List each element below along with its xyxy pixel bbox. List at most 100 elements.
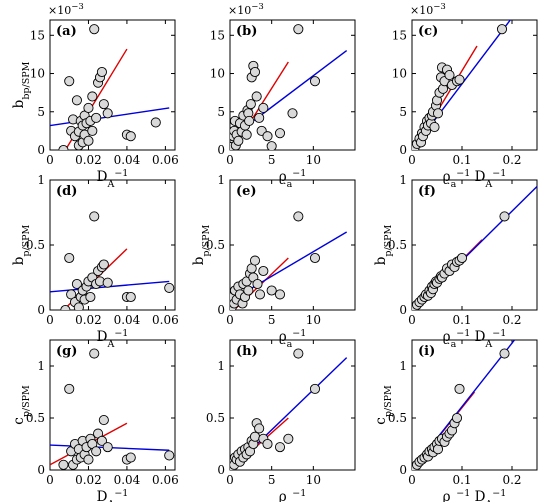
data-point bbox=[451, 412, 463, 424]
axes-box bbox=[49, 339, 176, 471]
x-tick-label: 0.02 bbox=[75, 473, 102, 487]
y-tick-label: 0.5 bbox=[206, 238, 225, 252]
y-tick-label: 15 bbox=[210, 28, 225, 42]
y-tick-label: 0 bbox=[37, 143, 45, 157]
data-point bbox=[309, 76, 321, 87]
panel-g: 0 0.02 0.04 0.06 0 0.5 1 (g) DA−1 cp/SPM bbox=[11, 339, 179, 502]
x-tick-label: 0.02 bbox=[75, 153, 102, 167]
y-tick-label: 10 bbox=[210, 67, 225, 81]
data-point bbox=[429, 122, 440, 133]
data-point bbox=[287, 108, 298, 119]
axes-box bbox=[411, 339, 538, 471]
panel-label: (a) bbox=[56, 24, 77, 39]
data-point bbox=[64, 383, 75, 394]
x-tick-label: 0.1 bbox=[452, 313, 471, 327]
axes-box bbox=[229, 339, 356, 471]
y-multiplier: ×10−3 bbox=[48, 2, 84, 17]
data-point bbox=[252, 278, 263, 290]
y-tick-label: 1 bbox=[217, 359, 225, 373]
data-point bbox=[251, 91, 262, 102]
x-axis-label: DA−1 bbox=[97, 328, 129, 350]
x-axis-label: DA−1 bbox=[97, 168, 129, 190]
panel-label: (i) bbox=[418, 344, 435, 359]
x-tick-label: 10 bbox=[306, 313, 321, 327]
data-point bbox=[499, 348, 510, 359]
data-point bbox=[164, 450, 175, 461]
y-tick-label: 1 bbox=[37, 173, 45, 187]
x-axis-label: DA−1 bbox=[97, 488, 129, 502]
data-point bbox=[125, 291, 136, 303]
data-point bbox=[274, 442, 286, 453]
x-tick-label: 10 bbox=[306, 153, 321, 167]
data-point bbox=[258, 265, 269, 277]
data-point bbox=[125, 452, 136, 463]
axes-box bbox=[49, 19, 176, 151]
y-axis-label: cp/SPM bbox=[373, 385, 394, 425]
data-point bbox=[64, 252, 75, 264]
data-point bbox=[432, 444, 444, 455]
x-tick-label: 0.1 bbox=[452, 153, 471, 167]
data-point bbox=[274, 289, 286, 300]
data-point bbox=[71, 278, 82, 290]
y-tick-label: 0.5 bbox=[388, 238, 407, 252]
data-point bbox=[125, 131, 136, 142]
x-tick-label: 0 bbox=[46, 473, 54, 487]
data-point bbox=[266, 141, 277, 150]
x-tick-label: 0.06 bbox=[152, 473, 179, 487]
y-tick-label: 0.5 bbox=[26, 238, 45, 252]
data-point bbox=[98, 259, 109, 270]
data-point bbox=[444, 70, 455, 81]
y-tick-label: 1 bbox=[399, 173, 407, 187]
y-tick-label: 0.5 bbox=[206, 411, 225, 425]
data-point bbox=[102, 277, 113, 288]
y-tick-label: 1 bbox=[399, 359, 407, 373]
data-point bbox=[266, 285, 277, 296]
y-tick-label: 0.5 bbox=[388, 411, 407, 425]
data-point bbox=[249, 66, 261, 78]
data-point bbox=[454, 74, 465, 85]
data-point bbox=[98, 415, 109, 426]
data-point bbox=[293, 211, 304, 222]
y-tick-label: 5 bbox=[217, 105, 225, 119]
data-point bbox=[496, 24, 508, 35]
data-point bbox=[89, 24, 100, 35]
axes-box bbox=[411, 19, 538, 151]
panel-label: (g) bbox=[56, 344, 77, 359]
panel-label: (d) bbox=[56, 184, 77, 199]
y-axis-label: cp/SPM bbox=[11, 385, 32, 425]
data-point bbox=[432, 108, 444, 119]
y-multiplier: ×10−3 bbox=[410, 2, 446, 17]
data-point bbox=[87, 91, 98, 102]
panel-h: 0 5 10 0 0.5 1 (h) ϱa−1 bbox=[206, 339, 356, 502]
data-point bbox=[244, 115, 255, 126]
y-tick-label: 15 bbox=[392, 28, 407, 42]
x-tick-label: 0.2 bbox=[502, 153, 521, 167]
y-tick-label: 0 bbox=[399, 463, 407, 477]
data-point bbox=[262, 438, 273, 450]
data-point bbox=[87, 125, 98, 136]
x-axis-label: ϱa−1 bbox=[279, 328, 307, 350]
x-tick-label: 5 bbox=[268, 473, 276, 487]
x-tick-label: 0.04 bbox=[114, 153, 141, 167]
panel-i: 0 0.1 0.2 0 0.5 1 (i) ϱa−1 DA−1 cp/SPM bbox=[373, 339, 538, 502]
data-point bbox=[58, 144, 69, 150]
panel-d: 0 0.02 0.04 0.06 0 0.5 1 (d) DA−1 bp/SPM bbox=[11, 173, 179, 350]
x-tick-label: 0.04 bbox=[114, 473, 141, 487]
y-tick-label: 0 bbox=[37, 463, 45, 477]
x-tick-label: 0.02 bbox=[75, 313, 102, 327]
y-tick-label: 5 bbox=[37, 105, 45, 119]
data-point bbox=[60, 304, 71, 310]
y-tick-label: 10 bbox=[30, 67, 45, 81]
axes-box bbox=[229, 19, 356, 151]
y-tick-label: 0 bbox=[217, 143, 225, 157]
x-tick-label: 0.06 bbox=[152, 153, 179, 167]
data-point bbox=[454, 383, 465, 394]
data-point bbox=[293, 348, 304, 359]
y-tick-label: 0 bbox=[217, 463, 225, 477]
data-point bbox=[499, 211, 510, 222]
data-point bbox=[64, 76, 75, 87]
x-tick-label: 0.2 bbox=[502, 473, 521, 487]
x-axis-label: ϱa−1 DA−1 bbox=[443, 488, 507, 502]
data-point bbox=[96, 435, 107, 446]
y-axis-label: bp/SPM bbox=[11, 224, 32, 265]
